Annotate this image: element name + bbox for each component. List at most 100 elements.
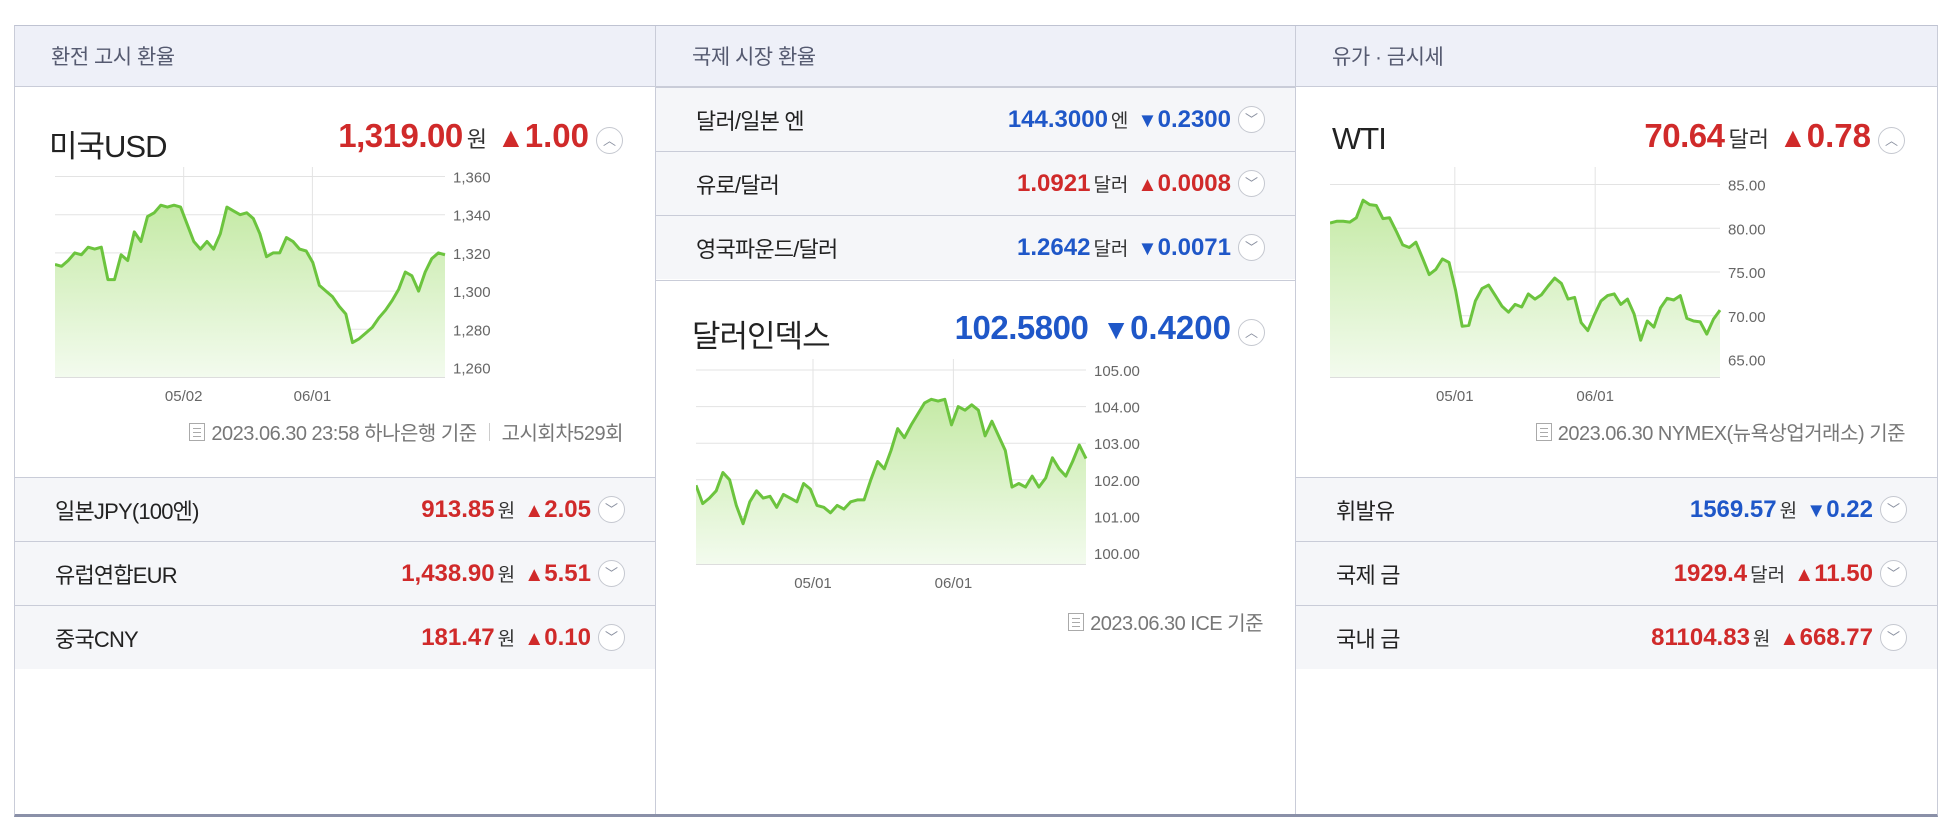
international-rate-column: 국제 시장 환율 달러인덱스 102.5800 ▼0.4200 ︿ 105.00… [656,26,1296,814]
chevron-down-icon[interactable]: ﹀ [1238,170,1265,197]
quote-row-values: 1929.4 달러 ▲11.50 [1674,560,1873,588]
quote-row-gasoline[interactable]: 휘발유 1569.57 원 ▼0.22 ﹀ [1296,477,1937,541]
quote-row-domestic-gold[interactable]: 국내 금 81104.83 원 ▲668.77 ﹀ [1296,605,1937,669]
usd-value: 1,319.00 [338,117,463,154]
quote-row-unit: 원 [1752,628,1771,650]
quote-row-change: ▼0.0071 [1137,233,1231,261]
quote-row-value: 1569.57 [1689,495,1777,523]
quote-row-value: 81104.83 [1651,623,1750,651]
wti-quote: 70.64 달러 ▲0.78 [1644,117,1871,155]
x-tick-label: 05/02 [165,388,203,405]
chevron-down-icon[interactable]: ﹀ [598,496,625,523]
quote-row-change: ▼0.2300 [1137,105,1231,133]
exchange-section-header[interactable]: 환전 고시 환율 [15,26,655,87]
quote-row-values: 913.85 원 ▲2.05 [421,496,591,524]
y-tick-label: 65.00 [1728,353,1766,370]
quote-row-gbp-usd[interactable]: 영국파운드/달러 1.2642 달러 ▼0.0071 ﹀ [656,215,1295,279]
wti-title[interactable]: WTI [1332,121,1387,156]
oil-gold-column: 유가 · 금시세 WTI 70.64 달러 ▲0.78 ︿ 85.00 80.00… [1296,26,1937,814]
quote-row-eur-usd[interactable]: 유로/달러 1.0921 달러 ▲0.0008 ﹀ [656,151,1295,215]
quote-row-value: 1,438.90 [401,559,495,587]
usd-unit: 원 [466,127,487,152]
chevron-down-icon[interactable]: ﹀ [1238,106,1265,133]
down-arrow-icon: ▼ [1137,109,1158,132]
chevron-down-icon[interactable]: ﹀ [1238,234,1265,261]
quote-row-usd-jpy[interactable]: 달러/일본 엔 144.3000 엔 ▼0.2300 ﹀ [656,87,1295,151]
document-icon [189,422,206,441]
usd-footnote-round: 고시회차529회 [501,423,624,445]
y-tick-label: 101.00 [1094,509,1140,526]
y-tick-label: 1,300 [453,284,491,301]
quote-row-label: 유로/달러 [696,172,780,198]
dollar-index-footnote-date: 2023.06.30 ICE 기준 [1090,613,1263,635]
chevron-down-icon[interactable]: ﹀ [1880,496,1907,523]
wti-unit: 달러 [1728,127,1769,152]
dollar-index-quote: 102.5800 ▼0.4200 [955,309,1231,347]
y-tick-label: 103.00 [1094,436,1140,453]
quote-row-value: 1.2642 [1017,233,1091,261]
wti-footnote-date: 2023.06.30 NYMEX(뉴욕상업거래소) 기준 [1557,423,1906,445]
quote-row-unit: 원 [1779,500,1798,522]
quote-row-value: 1929.4 [1673,559,1748,587]
quote-row-value: 181.47 [421,623,495,651]
chevron-down-icon[interactable]: ﹀ [598,560,625,587]
usd-chart: 1,360 1,340 1,320 1,300 1,280 1,260 05/02 06/01 [55,167,491,405]
y-tick-label: 70.00 [1728,309,1766,326]
exchange-rate-column: 환전 고시 환율 미국USD 1,319.00 원 ▲1.00 ︿ 1,360 1… [15,26,656,814]
quote-row-unit: 달러 [1750,564,1786,586]
x-tick-label: 06/01 [935,575,973,592]
quote-row-unit: 엔 [1110,110,1129,132]
down-arrow-icon: ▼ [1102,314,1131,345]
quote-row-unit: 원 [497,500,516,522]
up-arrow-icon: ▲ [497,122,525,153]
usd-change: ▲1.00 [497,117,589,154]
quote-row-value: 1.0921 [1017,169,1091,197]
dollar-index-footnote: 2023.06.30 ICE 기준 [1068,607,1263,636]
chevron-up-icon[interactable]: ︿ [1878,127,1905,154]
quote-row-eur[interactable]: 유럽연합EUR 1,438.90 원 ▲5.51 ﹀ [15,541,655,605]
quote-row-values: 181.47 원 ▲0.10 [421,624,591,652]
dollar-index-box: 달러인덱스 102.5800 ▼0.4200 ︿ 105.00 104.00 103… [656,280,1295,811]
quote-row-change: ▲2.05 [524,495,591,523]
quote-row-jpy[interactable]: 일본JPY(100엔) 913.85 원 ▲2.05 ﹀ [15,477,655,541]
quote-row-label: 영국파운드/달러 [696,236,838,262]
chevron-down-icon[interactable]: ﹀ [1880,560,1907,587]
international-section-header[interactable]: 국제 시장 환율 [656,26,1295,87]
up-arrow-icon: ▲ [1779,627,1800,650]
quote-row-unit: 달러 [1093,174,1129,196]
y-tick-label: 102.00 [1094,473,1140,490]
chevron-up-icon[interactable]: ︿ [1238,319,1265,346]
up-arrow-icon: ▲ [1794,563,1815,586]
usd-footnote-date: 2023.06.30 23:58 하나은행 기준 [211,423,477,445]
chevron-down-icon[interactable]: ﹀ [598,624,625,651]
y-tick-label: 80.00 [1728,221,1766,238]
usd-footnote: 2023.06.30 23:58 하나은행 기준 고시회차529회 [189,417,624,446]
wti-change: ▲0.78 [1779,117,1871,154]
chevron-up-icon[interactable]: ︿ [596,127,623,154]
quote-row-values: 144.3000 엔 ▼0.2300 [1008,106,1231,134]
x-tick-label: 06/01 [1576,388,1614,405]
x-tick-label: 05/01 [1436,388,1474,405]
quote-row-cny[interactable]: 중국CNY 181.47 원 ▲0.10 ﹀ [15,605,655,669]
document-icon [1068,612,1085,631]
y-tick-label: 100.00 [1094,546,1140,563]
quote-row-label: 유럽연합EUR [55,562,178,588]
dollar-index-title[interactable]: 달러인덱스 [692,319,831,354]
quote-row-unit: 원 [497,628,516,650]
usd-title[interactable]: 미국USD [49,129,167,164]
x-tick-label: 06/01 [294,388,332,405]
oil-section-header[interactable]: 유가 · 금시세 [1296,26,1937,87]
chevron-down-icon[interactable]: ﹀ [1880,624,1907,651]
dollar-index-value: 102.5800 [954,309,1089,346]
y-tick-label: 1,280 [453,322,491,339]
up-arrow-icon: ▲ [524,627,545,650]
up-arrow-icon: ▲ [524,499,545,522]
quote-row-intl-gold[interactable]: 국제 금 1929.4 달러 ▲11.50 ﹀ [1296,541,1937,605]
y-tick-label: 75.00 [1728,265,1766,282]
y-tick-label: 104.00 [1094,400,1140,417]
usd-main-box: 미국USD 1,319.00 원 ▲1.00 ︿ 1,360 1,340 1,320… [15,87,655,477]
y-tick-label: 105.00 [1094,363,1140,380]
y-tick-label: 1,320 [453,246,491,263]
series-area [696,399,1086,564]
quote-row-values: 1569.57 원 ▼0.22 [1690,496,1873,524]
